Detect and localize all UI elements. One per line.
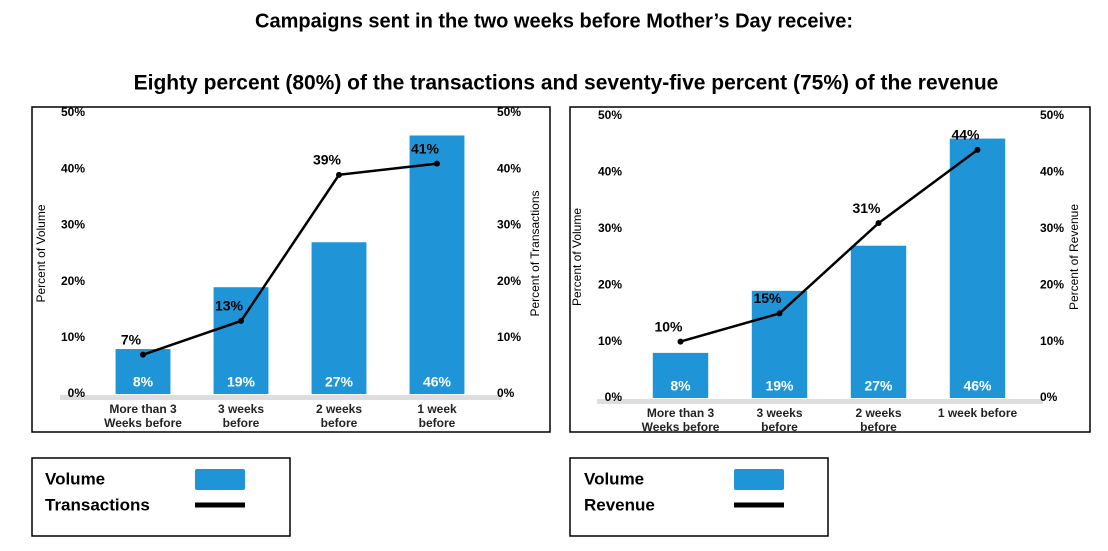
bar-value-label: 46% — [963, 378, 992, 394]
y-tick-label: 50% — [598, 108, 622, 122]
line-point — [140, 351, 146, 358]
bar-value-label: 46% — [423, 374, 452, 390]
bar-value-label: 8% — [133, 374, 154, 390]
y2-tick-label: 20% — [1040, 277, 1064, 291]
line-value-label: 15% — [753, 290, 782, 306]
x-tick-label: 3 weeks before — [756, 406, 803, 434]
bar-value-label: 8% — [670, 378, 691, 394]
subtitle: Eighty percent (80%) of the transactions… — [134, 72, 999, 95]
y2-tick-label: 50% — [497, 105, 521, 119]
line-value-label: 39% — [313, 152, 342, 168]
line-point — [776, 310, 783, 317]
baseline — [60, 395, 502, 400]
y2-tick-label: 0% — [497, 386, 515, 400]
x-tick-label: More than 3 Weeks before — [104, 402, 182, 430]
line-point — [974, 146, 981, 153]
bar — [850, 245, 907, 398]
y-tick-label: 0% — [605, 390, 623, 404]
y2-tick-label: 30% — [497, 218, 521, 232]
line — [142, 162, 438, 356]
bar-value-label: 19% — [227, 374, 256, 390]
y-tick-label: 0% — [68, 386, 86, 400]
x-tick-label: 3 weeks before — [217, 402, 265, 430]
y-tick-label: 30% — [61, 218, 85, 232]
y-axis-title: Percent of Volume — [570, 208, 584, 306]
line-point — [336, 171, 342, 178]
y-tick-label: 50% — [61, 105, 85, 119]
y2-axis-title: Percent of Transactions — [528, 190, 542, 316]
y2-tick-label: 30% — [1040, 221, 1064, 235]
legend-frame — [569, 457, 829, 537]
y2-tick-label: 20% — [497, 274, 521, 288]
y-tick-label: 10% — [598, 334, 622, 348]
y2-tick-label: 50% — [1040, 108, 1064, 122]
legend-label: Volume — [584, 469, 644, 488]
y-tick-label: 10% — [61, 330, 85, 344]
bar — [751, 290, 808, 398]
line-point — [677, 338, 684, 345]
legend-label: Transactions — [45, 495, 150, 514]
bar-value-label: 19% — [765, 378, 794, 394]
y-tick-label: 40% — [598, 165, 622, 179]
y-tick-label: 40% — [61, 161, 85, 175]
line-value-label: 7% — [121, 331, 142, 347]
y2-tick-label: 0% — [1040, 390, 1058, 404]
y2-tick-label: 40% — [1040, 165, 1064, 179]
bar — [949, 138, 1006, 398]
y2-tick-label: 10% — [1040, 334, 1064, 348]
x-tick-label: 1 week before — [417, 402, 457, 430]
y-tick-label: 20% — [598, 277, 622, 291]
x-tick-label: 1 week before — [937, 406, 1018, 420]
line-point — [875, 220, 882, 227]
baseline — [597, 399, 1043, 404]
x-tick-label: 2 weeks before — [855, 406, 902, 434]
panel-frame — [569, 106, 1091, 433]
line-value-label: 13% — [215, 298, 244, 314]
bar-value-label: 27% — [864, 378, 893, 394]
legend-frame — [31, 457, 291, 537]
x-tick-label: More than 3 Weeks before — [641, 406, 720, 434]
y-tick-label: 30% — [598, 221, 622, 235]
y-tick-label: 20% — [61, 274, 85, 288]
legend-label: Volume — [45, 469, 105, 488]
bar — [409, 135, 465, 395]
line-value-label: 10% — [654, 318, 683, 334]
legend-swatch — [195, 469, 245, 490]
title: Campaigns sent in the two weeks before M… — [255, 10, 853, 32]
line-value-label: 31% — [852, 200, 881, 216]
legend-label: Revenue — [584, 495, 655, 514]
legend-swatch — [734, 469, 784, 490]
y2-tick-label: 40% — [497, 161, 521, 175]
bar — [652, 352, 709, 398]
line — [680, 148, 979, 343]
line-point — [238, 317, 244, 324]
line-point — [434, 160, 440, 167]
y2-axis-title: Percent of Revenue — [1067, 204, 1081, 310]
bar-value-label: 27% — [325, 374, 354, 390]
line-value-label: 44% — [951, 127, 980, 143]
bar — [311, 242, 367, 394]
y-axis-title: Percent of Volume — [34, 204, 48, 302]
bar — [213, 287, 269, 394]
x-tick-label: 2 weeks before — [315, 402, 363, 430]
line-value-label: 41% — [411, 140, 440, 156]
y2-tick-label: 10% — [497, 330, 521, 344]
panel-frame — [31, 106, 551, 433]
